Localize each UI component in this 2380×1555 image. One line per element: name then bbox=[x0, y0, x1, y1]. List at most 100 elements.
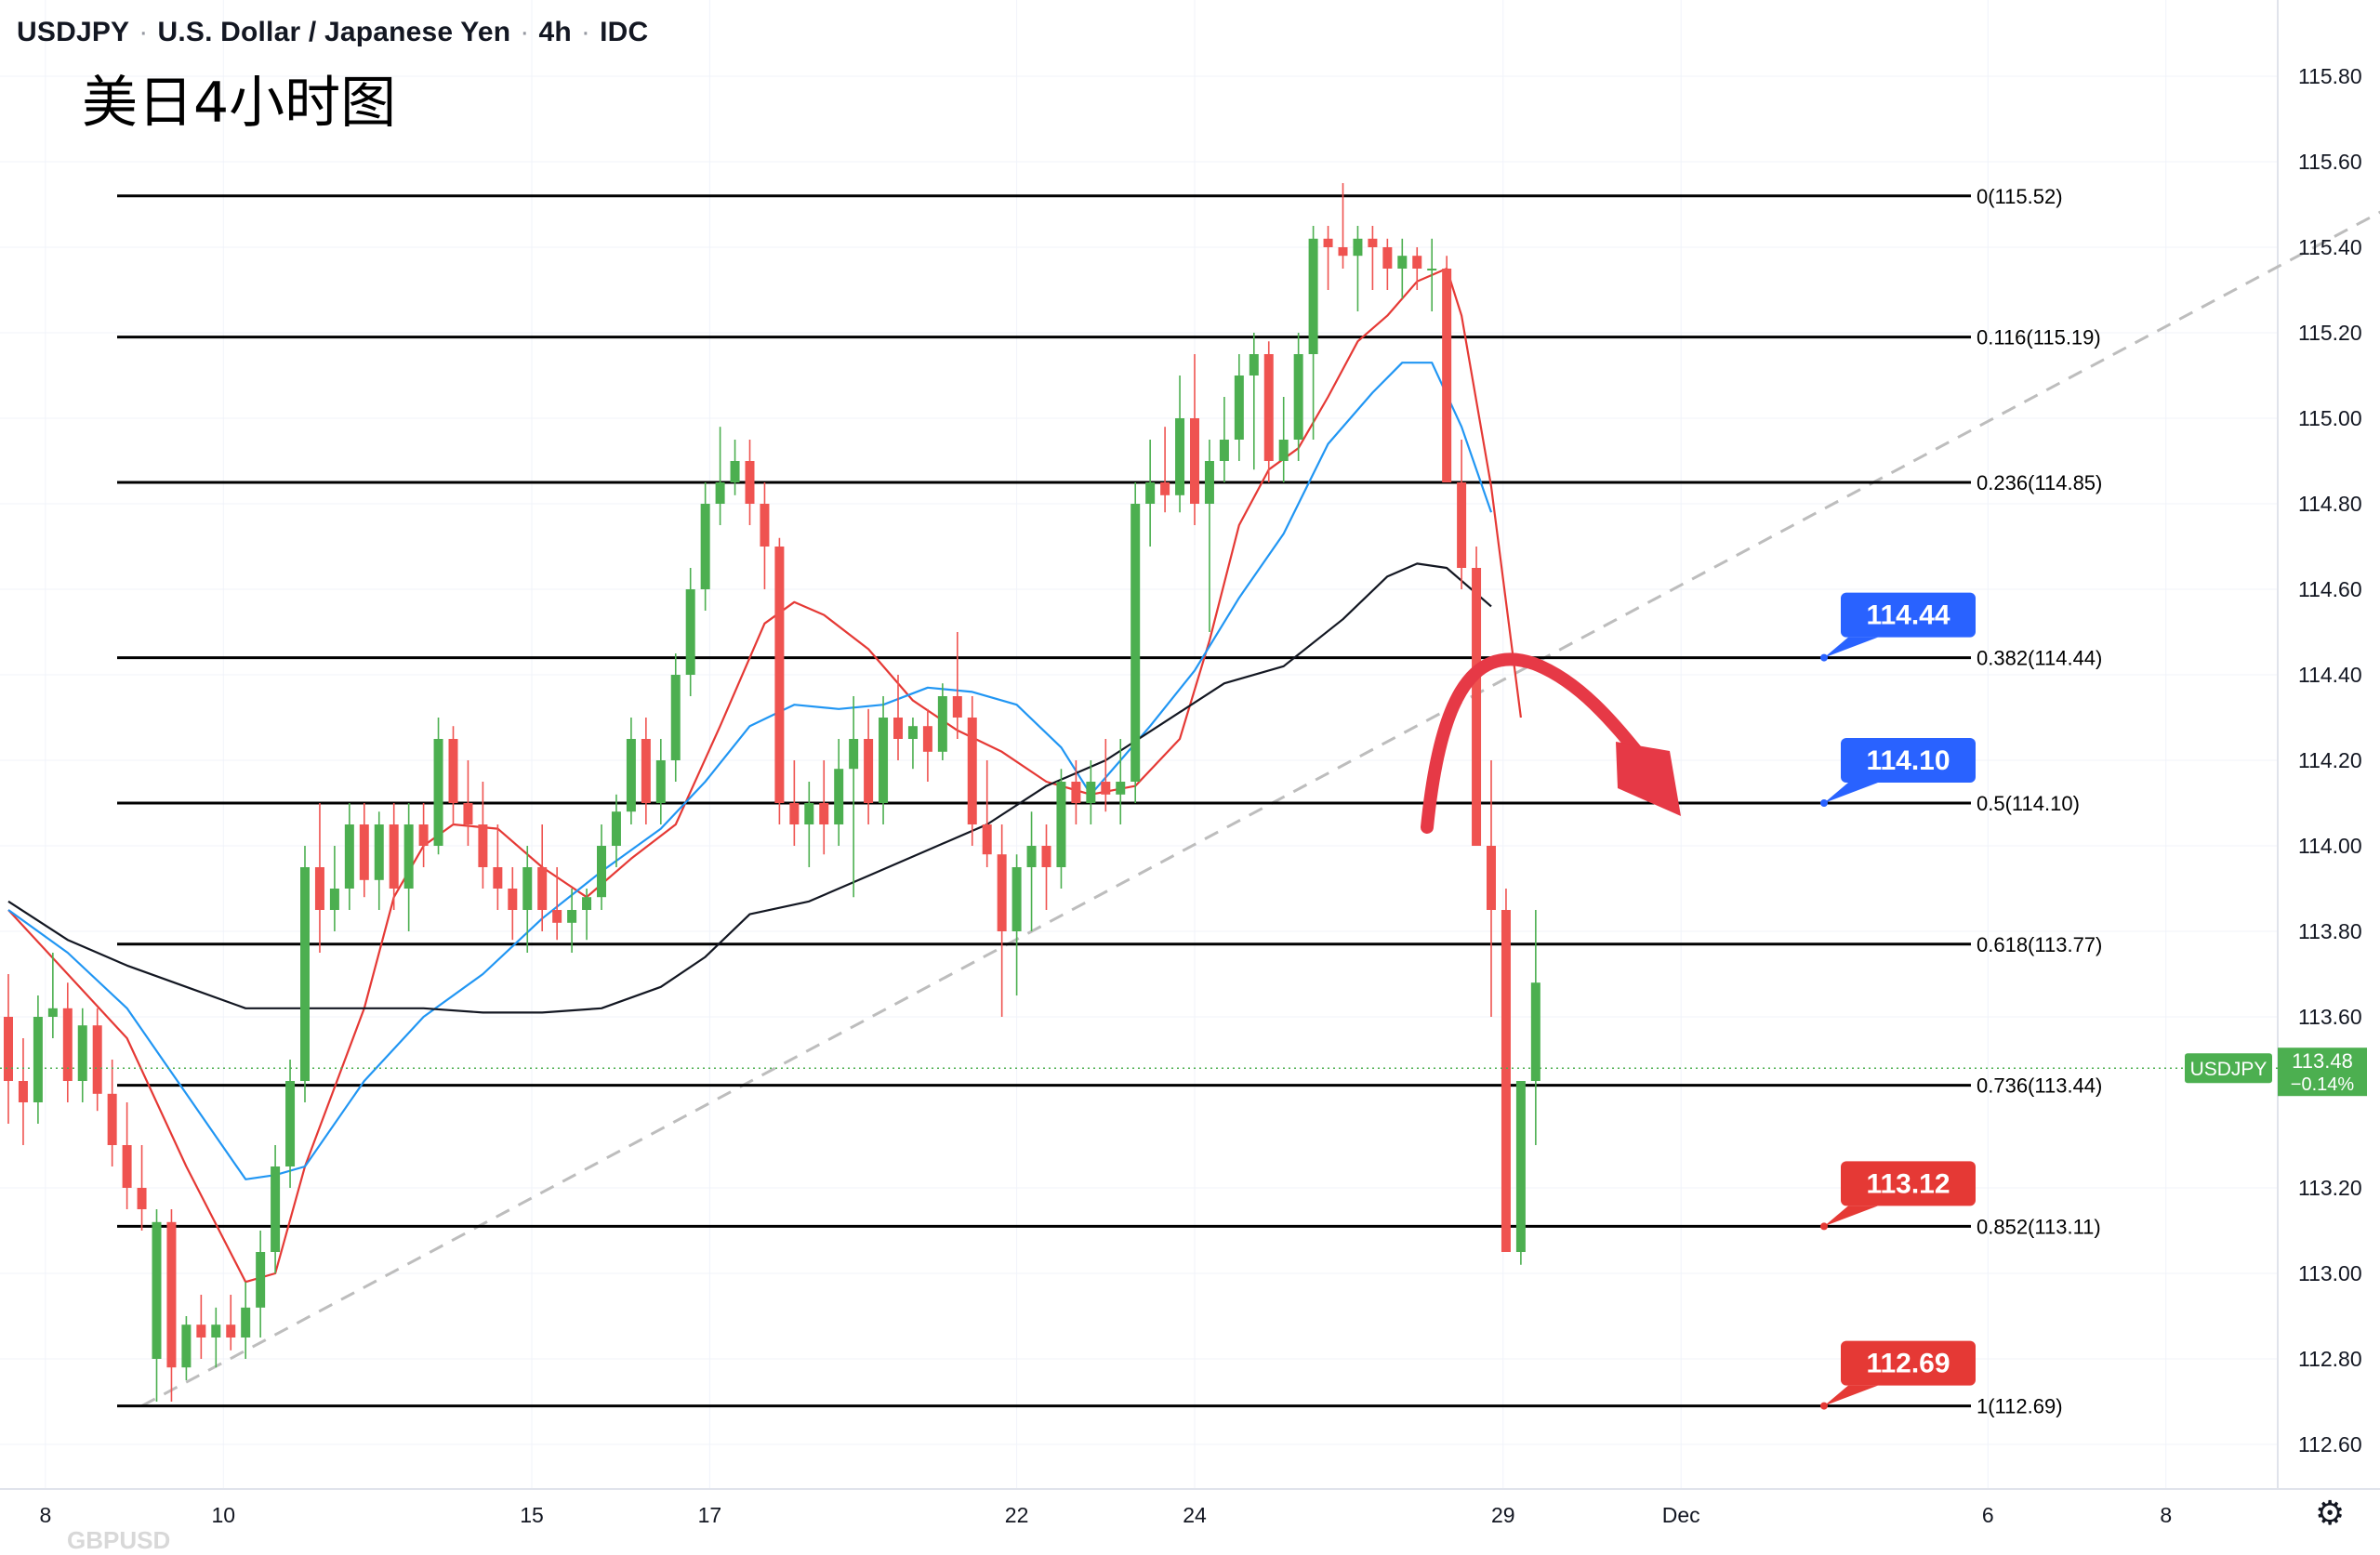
candle-body bbox=[907, 726, 918, 739]
candle-body bbox=[1041, 846, 1051, 867]
x-tick-label: 24 bbox=[1183, 1503, 1207, 1527]
candle bbox=[1382, 238, 1393, 290]
candle-body bbox=[329, 889, 339, 910]
price-axis[interactable]: 115.80 115.60 115.40 115.20 115.00 114.80 114.… bbox=[2298, 64, 2362, 1456]
x-tick-label: 15 bbox=[520, 1503, 544, 1527]
candle bbox=[241, 1282, 251, 1359]
y-tick-label: 114.60 bbox=[2298, 577, 2362, 601]
candle-body bbox=[1382, 247, 1393, 269]
red-curved-arrow bbox=[1421, 652, 1681, 834]
fib-retracement[interactable]: 0(115.52) 0.116(115.19) 0.236(114.85) 0.382… bbox=[117, 185, 2102, 1418]
candle bbox=[374, 811, 384, 910]
y-tick-label: 113.00 bbox=[2298, 1261, 2362, 1285]
candle bbox=[937, 683, 947, 760]
candle bbox=[1190, 354, 1199, 525]
price-callout-pointer bbox=[1824, 783, 1878, 803]
candle-body bbox=[715, 482, 725, 504]
candle bbox=[1442, 256, 1452, 482]
candle bbox=[626, 718, 636, 824]
candle-body bbox=[1530, 982, 1540, 1081]
symbol-header[interactable]: USDJPY · U.S. Dollar / Japanese Yen · 4h · IDC bbox=[17, 17, 649, 47]
ma-slow-line bbox=[7, 562, 1492, 1014]
candle bbox=[418, 803, 429, 867]
price-callout: 114.44 bbox=[1820, 592, 1976, 662]
price-callout-anchor bbox=[1820, 1222, 1828, 1231]
candle-body bbox=[1071, 782, 1081, 803]
candle-body bbox=[597, 846, 606, 898]
y-tick-label: 115.20 bbox=[2298, 321, 2362, 345]
candle-body bbox=[1323, 238, 1333, 247]
candle-body bbox=[552, 910, 562, 923]
time-axis[interactable]: 8101517222429Dec681315 bbox=[39, 1503, 2380, 1527]
price-callout-box bbox=[1841, 738, 1976, 783]
symbol-name: U.S. Dollar / Japanese Yen bbox=[157, 17, 511, 47]
watermark: GBPUSD bbox=[67, 1526, 171, 1554]
candle bbox=[1530, 910, 1540, 1145]
x-tick-label: 22 bbox=[1005, 1503, 1029, 1527]
candle-body bbox=[730, 461, 740, 482]
candle bbox=[582, 889, 592, 941]
candle-body bbox=[626, 739, 636, 812]
current-price-value: 113.48 bbox=[2292, 1049, 2353, 1073]
candle bbox=[967, 696, 977, 846]
candle-body bbox=[967, 718, 977, 824]
candle-body bbox=[1204, 461, 1214, 504]
price-callout-text: 114.10 bbox=[1866, 745, 1950, 776]
candle-body bbox=[567, 910, 577, 923]
candle bbox=[760, 482, 770, 589]
current-price-axis-tag bbox=[2278, 1048, 2367, 1097]
candle-body bbox=[1442, 269, 1452, 482]
candle-body bbox=[1353, 238, 1363, 257]
x-tick-label: 8 bbox=[39, 1503, 51, 1527]
candle bbox=[1204, 440, 1214, 632]
candle-body bbox=[122, 1145, 132, 1188]
candle bbox=[774, 537, 785, 824]
candle bbox=[952, 632, 962, 739]
candle bbox=[849, 696, 859, 898]
x-tick-label: 29 bbox=[1491, 1503, 1515, 1527]
candle bbox=[730, 440, 740, 495]
y-tick-label: 115.80 bbox=[2298, 64, 2362, 88]
price-callout: 113.12 bbox=[1820, 1161, 1976, 1231]
candle-body bbox=[448, 739, 458, 803]
y-tick-label: 113.80 bbox=[2298, 919, 2362, 943]
gear-icon[interactable]: ⚙ bbox=[2315, 1494, 2346, 1532]
candle bbox=[1234, 354, 1244, 461]
candle-body bbox=[256, 1252, 266, 1308]
price-callout-text: 113.12 bbox=[1866, 1168, 1950, 1199]
candle bbox=[1071, 760, 1081, 824]
candle-body bbox=[389, 824, 399, 889]
x-tick-label: 8 bbox=[2160, 1503, 2172, 1527]
candle-body bbox=[789, 803, 800, 824]
candle bbox=[715, 427, 725, 525]
current-price-line: USDJPY 113.48−0.14% bbox=[0, 1048, 2367, 1097]
candle bbox=[1501, 889, 1511, 1252]
fib-level-label: 0.736(113.44) bbox=[1977, 1074, 2102, 1098]
price-callout: 112.69 bbox=[1820, 1340, 1976, 1410]
candle-body bbox=[107, 1093, 117, 1145]
candle-body bbox=[300, 867, 310, 1081]
candle bbox=[433, 718, 443, 855]
y-tick-label: 115.40 bbox=[2298, 235, 2362, 259]
y-tick-label: 115.60 bbox=[2298, 150, 2362, 174]
price-callout-pointer bbox=[1824, 637, 1878, 658]
candle-body bbox=[774, 547, 785, 803]
y-tick-label: 114.00 bbox=[2298, 834, 2362, 858]
candle-body bbox=[849, 739, 859, 770]
symbol-ticker: USDJPY bbox=[17, 17, 130, 47]
price-callouts: 114.44 114.10 113.12 112.69 bbox=[1820, 592, 1976, 1410]
candle-body bbox=[1293, 354, 1303, 440]
candle bbox=[271, 1145, 281, 1273]
price-callout: 114.10 bbox=[1820, 738, 1976, 807]
candle-body bbox=[582, 897, 592, 910]
candle-body bbox=[344, 824, 354, 889]
candle-body bbox=[1397, 256, 1408, 269]
candle bbox=[922, 708, 932, 782]
candle bbox=[1116, 739, 1126, 824]
candle bbox=[700, 482, 710, 611]
trend-line-dashed bbox=[140, 210, 2380, 1407]
candle bbox=[685, 568, 695, 696]
fib-level-label: 0.382(114.44) bbox=[1977, 647, 2102, 670]
candle-body bbox=[937, 696, 947, 752]
